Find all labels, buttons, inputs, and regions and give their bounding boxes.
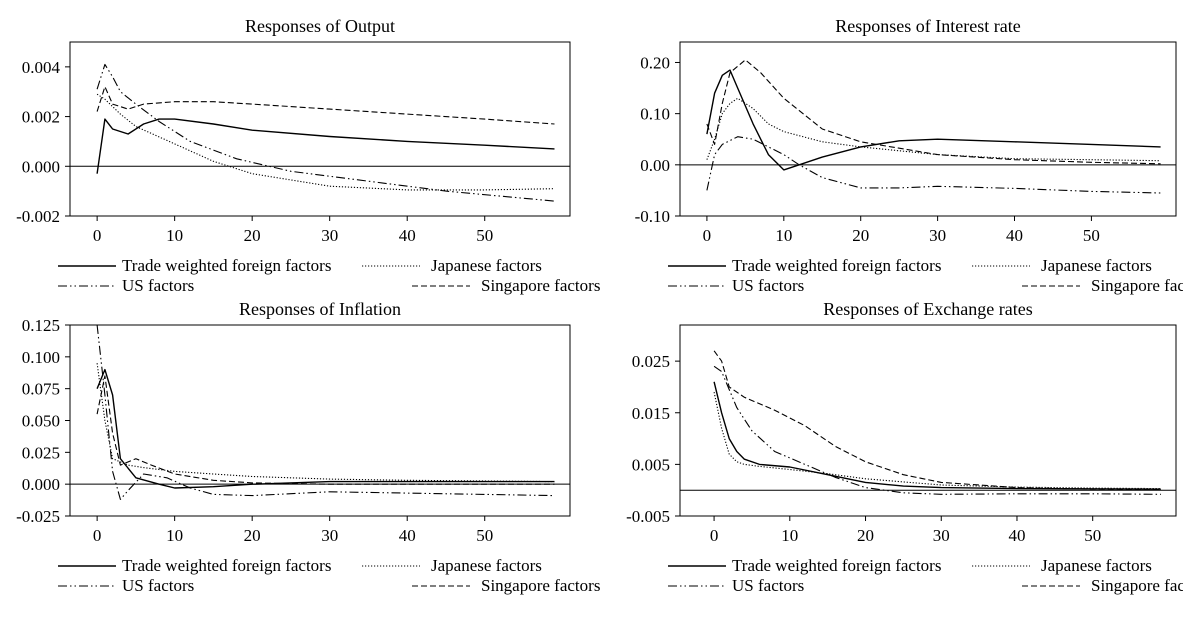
legend-label: Japanese factors (1041, 256, 1152, 275)
legend-label: Trade weighted foreign factors (122, 256, 331, 275)
y-tick-label: 0.20 (640, 53, 670, 72)
legend-label: Singapore factors (481, 576, 600, 595)
x-tick-label: 20 (244, 526, 261, 545)
legend-label: Trade weighted foreign factors (732, 556, 941, 575)
legend-label: Japanese factors (431, 256, 542, 275)
series-line-us-factors (706, 136, 1161, 194)
x-tick-label: 30 (321, 526, 338, 545)
series-line-japanese-factors (96, 93, 555, 191)
series-line-singapore-factors (706, 59, 1161, 165)
x-tick-label: 50 (476, 526, 493, 545)
x-tick-label: 50 (1083, 226, 1100, 245)
y-tick-label: 0.100 (22, 348, 60, 367)
plot-frame (679, 41, 1177, 217)
y-tick-label: 0.000 (22, 157, 60, 176)
series-line-japanese-factors (96, 363, 555, 483)
chart-panel-3: Responses of Inflation -0.025 0.000 0.025 0.… (16, 299, 600, 595)
y-tick-label: 0.000 (22, 475, 60, 494)
legend-label: US factors (732, 576, 804, 595)
legend-label: US factors (732, 276, 804, 295)
plot-frame (69, 41, 571, 217)
legend-label: US factors (122, 576, 194, 595)
plot-frame (69, 324, 571, 517)
x-tick-label: 0 (93, 526, 102, 545)
y-tick-label: 0.025 (632, 352, 670, 371)
chart-title: Responses of Inflation (239, 299, 401, 319)
chart-title: Responses of Output (245, 16, 395, 36)
x-tick-label: 20 (852, 226, 869, 245)
legend: Trade weighted foreign factors Japanese f… (58, 556, 600, 595)
chart-panel-2: Responses of Interest rate -0.10 0.00 0.10 0… (635, 16, 1183, 295)
x-tick-label: 10 (775, 226, 792, 245)
legend-label: Singapore factors (1091, 276, 1183, 295)
y-tick-label: 0.075 (22, 380, 60, 399)
x-tick-label: 0 (703, 226, 712, 245)
series-line-trade-weighted-foreign-factors (96, 368, 555, 489)
series-line-singapore-factors (96, 86, 555, 125)
x-tick-label: 30 (933, 526, 950, 545)
legend-label: Singapore factors (1091, 576, 1183, 595)
chart-panel-1: Responses of Output -0.002 0.000 0.002 0.004… (16, 16, 600, 295)
legend-label: Trade weighted foreign factors (122, 556, 331, 575)
y-tick-label: 0.00 (640, 156, 670, 175)
series-line-trade-weighted-foreign-factors (706, 69, 1161, 171)
x-tick-label: 50 (1084, 526, 1101, 545)
x-tick-label: 10 (781, 526, 798, 545)
series-line-us-factors (713, 365, 1161, 495)
legend: Trade weighted foreign factors Japanese f… (668, 256, 1183, 295)
y-tick-label: 0.025 (22, 443, 60, 462)
y-tick-label: -0.025 (16, 507, 60, 526)
y-tick-label: 0.015 (632, 404, 670, 423)
y-tick-label: 0.10 (640, 105, 670, 124)
plot-frame (679, 324, 1177, 517)
series-line-trade-weighted-foreign-factors (713, 381, 1161, 490)
x-tick-label: 40 (399, 226, 416, 245)
series-line-trade-weighted-foreign-factors (96, 118, 555, 174)
x-tick-label: 30 (321, 226, 338, 245)
chart-panel-4: Responses of Exchange rates -0.005 0.005 0.… (626, 299, 1183, 595)
x-tick-label: 10 (166, 226, 183, 245)
legend: Trade weighted foreign factors Japanese f… (58, 256, 600, 295)
legend-label: US factors (122, 276, 194, 295)
chart-title: Responses of Exchange rates (823, 299, 1032, 319)
y-tick-label: 0.002 (22, 108, 60, 127)
legend-label: Singapore factors (481, 276, 600, 295)
x-tick-label: 40 (399, 526, 416, 545)
x-tick-label: 30 (929, 226, 946, 245)
series-line-us-factors (96, 324, 555, 500)
y-tick-label: 0.050 (22, 412, 60, 431)
x-tick-label: 50 (476, 226, 493, 245)
x-tick-label: 40 (1008, 526, 1025, 545)
y-tick-label: -0.002 (16, 207, 60, 226)
y-tick-label: 0.005 (632, 455, 670, 474)
y-tick-label: -0.005 (626, 507, 670, 526)
series-line-japanese-factors (706, 97, 1161, 162)
legend-label: Japanese factors (1041, 556, 1152, 575)
legend-label: Trade weighted foreign factors (732, 256, 941, 275)
series-line-us-factors (96, 63, 555, 202)
y-tick-label: 0.125 (22, 316, 60, 335)
x-tick-label: 20 (857, 526, 874, 545)
series-line-japanese-factors (713, 391, 1161, 490)
legend-label: Japanese factors (431, 556, 542, 575)
x-tick-label: 20 (244, 226, 261, 245)
series-line-singapore-factors (96, 375, 555, 485)
chart-title: Responses of Interest rate (835, 16, 1020, 36)
y-tick-label: 0.004 (22, 58, 61, 77)
y-tick-label: -0.10 (635, 207, 670, 226)
series-line-singapore-factors (713, 350, 1161, 491)
legend: Trade weighted foreign factors Japanese f… (668, 556, 1183, 595)
x-tick-label: 0 (710, 526, 719, 545)
x-tick-label: 0 (93, 226, 102, 245)
x-tick-label: 10 (166, 526, 183, 545)
x-tick-label: 40 (1006, 226, 1023, 245)
